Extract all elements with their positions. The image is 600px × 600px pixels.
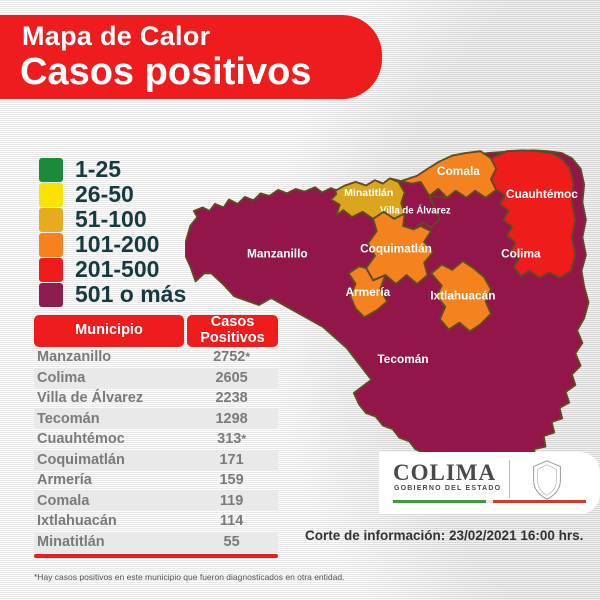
svg-text:Ixtlahuacán: Ixtlahuacán [430, 289, 495, 303]
svg-text:Coquimatlán: Coquimatlán [360, 241, 432, 255]
svg-text:Minatitlán: Minatitlán [344, 187, 393, 199]
svg-text:Tecomán: Tecomán [377, 352, 428, 366]
svg-text:Villa de Álvarez: Villa de Álvarez [380, 206, 451, 217]
svg-text:Manzanillo: Manzanillo [247, 247, 308, 261]
svg-text:Cuauhtémoc: Cuauhtémoc [506, 187, 578, 201]
svg-text:Armería: Armería [345, 285, 390, 299]
svg-text:Colima: Colima [501, 247, 541, 261]
svg-text:Comala: Comala [437, 164, 480, 178]
